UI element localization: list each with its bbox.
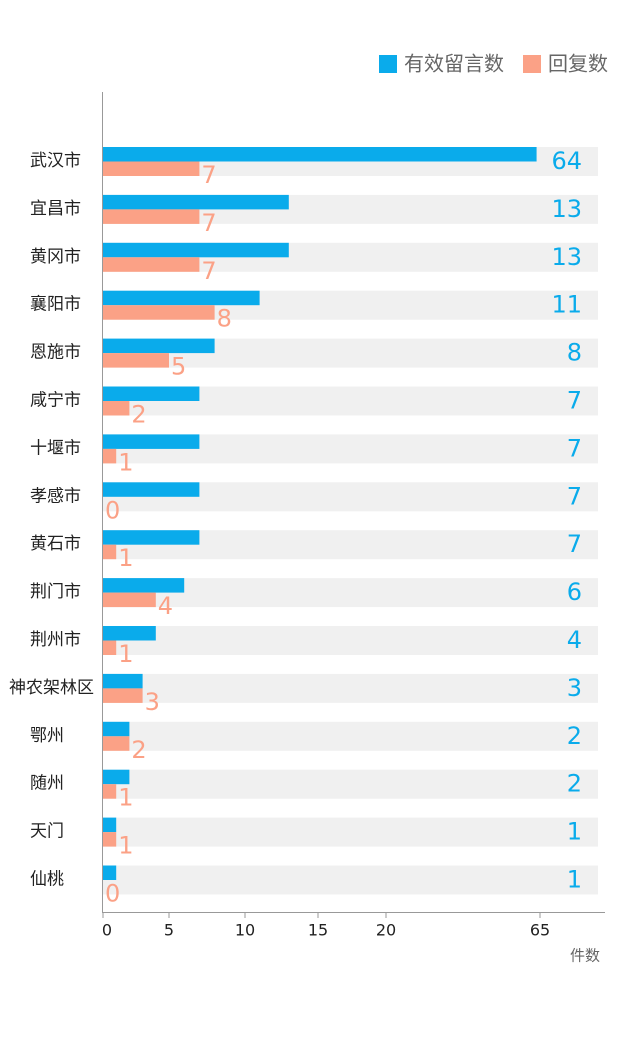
value-label: 7 <box>567 482 582 510</box>
y-tick-label: 荆门市 <box>30 582 81 602</box>
y-tick-label: 襄阳市 <box>30 294 81 315</box>
value-label: 4 <box>158 592 173 620</box>
value-label: 3 <box>567 674 582 702</box>
bar <box>103 290 260 306</box>
bar <box>103 482 200 497</box>
value-label: 1 <box>567 818 582 846</box>
y-tick-label: 武汉市 <box>30 151 81 171</box>
y-tick-label: 荆州市 <box>30 630 81 650</box>
bar <box>103 209 200 224</box>
bar <box>103 865 117 880</box>
x-tick-label: 5 <box>164 921 174 940</box>
y-tick-label: 十堰市 <box>30 438 81 458</box>
value-label: 7 <box>567 387 582 415</box>
value-label: 11 <box>551 291 582 319</box>
row-background <box>103 626 598 655</box>
legend-label: 回复数 <box>548 52 608 76</box>
value-label: 4 <box>567 626 582 654</box>
bar <box>103 578 185 593</box>
y-tick-label: 恩施市 <box>30 343 81 363</box>
bar <box>103 338 215 354</box>
x-tick-label: 20 <box>376 921 396 940</box>
bar <box>103 626 156 641</box>
value-label: 0 <box>105 496 120 524</box>
bar <box>103 592 156 608</box>
value-label: 7 <box>567 434 582 462</box>
bar <box>103 769 130 785</box>
bar <box>103 736 130 751</box>
value-label: 1 <box>118 784 133 812</box>
row-background <box>103 578 598 608</box>
row-background <box>103 769 598 799</box>
bar <box>103 401 130 416</box>
bar <box>103 688 143 703</box>
bar <box>103 147 537 162</box>
value-label: 8 <box>567 339 582 367</box>
value-label: 8 <box>217 305 232 333</box>
bar <box>103 242 289 258</box>
bar <box>103 530 200 545</box>
legend-label: 有效留言数 <box>404 52 504 76</box>
value-label: 5 <box>171 353 186 381</box>
y-tick-label: 黄冈市 <box>30 247 81 267</box>
bar <box>103 721 130 737</box>
x-axis-label: 件数 <box>570 947 600 965</box>
bar <box>103 194 289 210</box>
value-label: 2 <box>131 401 146 429</box>
value-label: 2 <box>567 770 582 798</box>
bar <box>103 386 200 401</box>
value-label: 7 <box>201 209 216 237</box>
bar <box>103 817 117 833</box>
value-label: 1 <box>118 448 133 476</box>
value-label: 1 <box>118 832 133 860</box>
y-tick-label: 咸宁市 <box>30 391 81 411</box>
value-label: 2 <box>131 736 146 764</box>
bar <box>103 673 143 689</box>
value-label: 0 <box>105 880 120 908</box>
legend-swatch <box>379 55 397 73</box>
value-label: 1 <box>118 640 133 668</box>
row-background <box>103 673 598 703</box>
bar <box>103 832 117 847</box>
bar <box>103 161 200 176</box>
value-label: 7 <box>567 530 582 558</box>
value-label: 1 <box>118 544 133 572</box>
bar <box>103 640 117 655</box>
value-label: 13 <box>551 243 582 271</box>
y-tick-label: 鄂州 <box>30 726 64 746</box>
bar <box>103 305 215 320</box>
bar <box>103 434 200 449</box>
row-background <box>103 721 598 751</box>
value-label: 6 <box>567 578 582 606</box>
y-tick-label: 宜昌市 <box>30 199 81 219</box>
y-tick-label: 神农架林区 <box>9 678 94 698</box>
x-tick-label: 0 <box>102 921 112 940</box>
x-tick-label: 10 <box>235 921 255 940</box>
legend-swatch <box>523 55 541 73</box>
value-label: 13 <box>551 195 582 223</box>
value-label: 2 <box>567 722 582 750</box>
y-tick-label: 天门 <box>30 822 64 842</box>
bar <box>103 784 117 799</box>
bar <box>103 257 200 272</box>
bar <box>103 544 117 560</box>
y-tick-label: 黄石市 <box>30 534 81 554</box>
value-label: 3 <box>145 688 160 716</box>
y-tick-label: 孝感市 <box>30 486 81 506</box>
bar <box>103 353 169 368</box>
row-background <box>103 817 598 847</box>
y-tick-label: 随州 <box>30 774 64 794</box>
value-label: 7 <box>201 161 216 189</box>
x-tick-label: 65 <box>530 921 550 940</box>
bar <box>103 448 117 464</box>
y-tick-label: 仙桃 <box>30 870 64 890</box>
row-background <box>103 865 598 895</box>
value-label: 1 <box>567 866 582 894</box>
value-label: 64 <box>551 147 582 175</box>
value-label: 7 <box>201 257 216 285</box>
x-tick-label: 15 <box>308 921 328 940</box>
